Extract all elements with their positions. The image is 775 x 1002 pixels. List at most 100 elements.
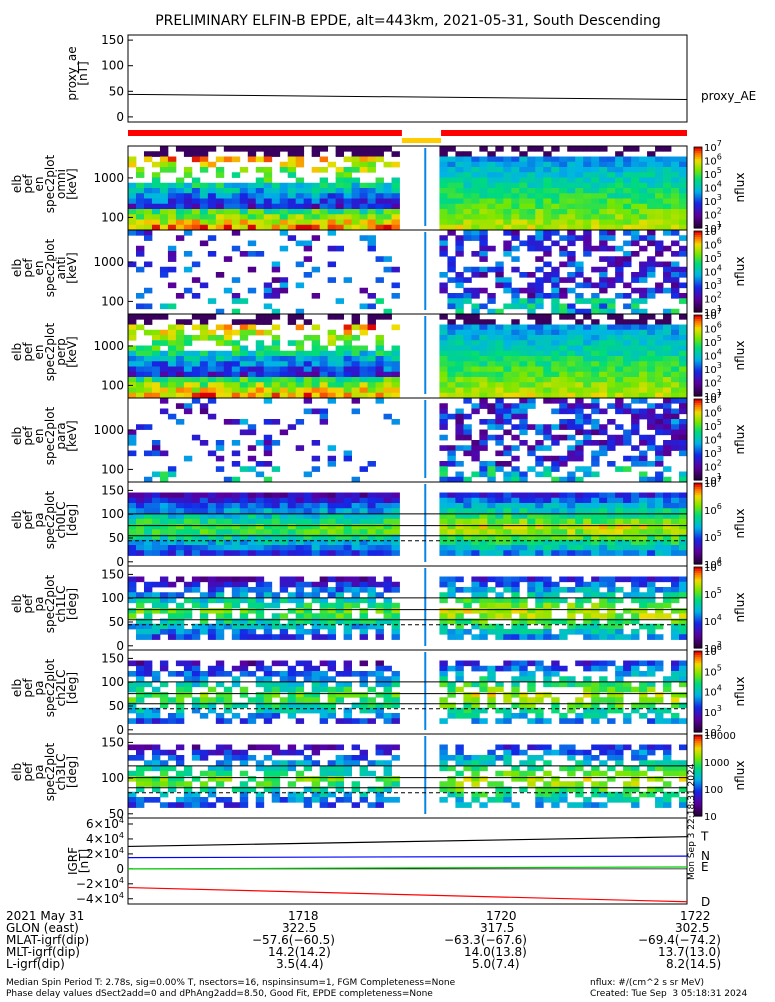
spectrogram-cell	[671, 666, 679, 672]
spectrogram-cell	[631, 351, 639, 357]
spectrogram-cell	[631, 524, 639, 530]
spectrogram-cell	[599, 146, 607, 152]
spectrogram-cell	[208, 629, 216, 635]
spectrogram-cell	[463, 608, 471, 614]
spectrogram-cell	[647, 361, 655, 367]
spectrogram-cell	[368, 367, 376, 373]
spectrogram-cell	[615, 209, 623, 215]
spectrogram-cell	[551, 409, 559, 415]
spectrogram-cell	[168, 634, 176, 640]
spectrogram-cell	[575, 146, 583, 152]
spectrogram-cell	[455, 162, 463, 168]
spectrogram-cell	[583, 377, 591, 383]
spectrogram-cell	[200, 167, 208, 173]
spectrogram-cell	[192, 361, 200, 367]
spectrogram-cell	[551, 524, 559, 530]
spectrogram-cell	[655, 419, 663, 425]
spectrogram-cell	[264, 288, 272, 294]
spectrogram-cell	[679, 613, 687, 619]
spectrogram-cell	[184, 582, 192, 588]
spectrogram-cell	[168, 361, 176, 367]
spectrogram-cell	[272, 550, 280, 556]
spectrogram-cell	[679, 661, 687, 667]
spectrogram-cell	[336, 167, 344, 173]
spectrogram-cell	[192, 524, 200, 530]
spectrogram-cell	[184, 498, 192, 504]
spectrogram-cell	[344, 388, 352, 394]
spectrogram-cell	[264, 146, 272, 152]
spectrogram-cell	[296, 367, 304, 373]
spectrogram-cell	[583, 193, 591, 199]
spectrogram-cell	[567, 193, 575, 199]
spectrogram-cell	[551, 666, 559, 672]
spectrogram-cell	[439, 382, 447, 388]
spectrogram-cell	[527, 508, 535, 514]
spectrogram-cell	[240, 346, 248, 352]
spectrogram-cell	[511, 157, 519, 163]
spectrogram-cell	[495, 172, 503, 178]
spectrogram-cell	[671, 230, 679, 236]
spectrogram-cell	[647, 582, 655, 588]
spectrogram-cell	[344, 157, 352, 163]
spectrogram-cell	[352, 550, 360, 556]
spectrogram-cell	[583, 230, 591, 236]
spectrogram-cell	[503, 692, 511, 698]
spectrogram-cell	[320, 214, 328, 220]
spectrogram-cell	[679, 209, 687, 215]
spectrogram-cell	[663, 230, 671, 236]
spectrogram-cell	[487, 587, 495, 593]
spectrogram-cell	[575, 346, 583, 352]
spectrogram-cell	[535, 288, 543, 294]
spectrogram-cell	[591, 424, 599, 430]
spectrogram-cell	[671, 697, 679, 703]
spectrogram-cell	[304, 661, 312, 667]
spectrogram-cell	[144, 493, 152, 499]
y-tick-label: 1000	[93, 423, 124, 437]
spectrogram-cell	[519, 414, 527, 420]
spectrogram-cell	[304, 377, 312, 383]
spectrogram-cell	[471, 251, 479, 257]
spectrogram-cell	[336, 687, 344, 693]
spectrogram-cell	[591, 346, 599, 352]
spectrogram-cell	[176, 745, 184, 751]
spectrogram-cell	[368, 498, 376, 504]
spectrogram-cell	[384, 503, 392, 509]
spectrogram-cell	[160, 314, 168, 320]
spectrogram-cell	[551, 272, 559, 278]
spectrogram-cell	[535, 529, 543, 535]
spectrogram-cell	[328, 356, 336, 362]
spectrogram-cell	[511, 592, 519, 598]
spectrogram-cell	[639, 330, 647, 336]
spectrogram-cell	[455, 204, 463, 210]
spectrogram-cell	[615, 199, 623, 205]
spectrogram-cell	[527, 445, 535, 451]
spectrogram-cell	[328, 608, 336, 614]
spectrogram-cell	[368, 319, 376, 325]
spectrogram-cell	[176, 692, 184, 698]
spectrogram-cell	[248, 503, 256, 509]
spectrogram-cell	[176, 508, 184, 514]
spectrogram-cell	[519, 151, 527, 157]
spectrogram-cell	[503, 519, 511, 525]
spectrogram-cell	[599, 298, 607, 304]
spectrogram-cell	[551, 188, 559, 194]
spectrogram-cell	[352, 587, 360, 593]
spectrogram-cell	[384, 713, 392, 719]
spectrogram-cell	[575, 193, 583, 199]
spectrogram-cell	[168, 414, 176, 420]
spectrogram-cell	[631, 288, 639, 294]
spectrogram-cell	[344, 188, 352, 194]
spectrogram-cell	[352, 382, 360, 388]
spectrogram-cell	[511, 288, 519, 294]
spectrogram-cell	[200, 771, 208, 777]
spectrogram-cell	[623, 367, 631, 373]
spectrogram-cell	[583, 188, 591, 194]
spectrogram-cell	[503, 246, 511, 252]
spectrogram-cell	[559, 330, 567, 336]
spectrogram-cell	[631, 183, 639, 189]
spectrogram-cell	[216, 519, 224, 525]
spectrogram-cell	[208, 582, 216, 588]
spectrogram-cell	[471, 582, 479, 588]
spectrogram-cell	[216, 666, 224, 672]
spectrogram-cell	[384, 498, 392, 504]
